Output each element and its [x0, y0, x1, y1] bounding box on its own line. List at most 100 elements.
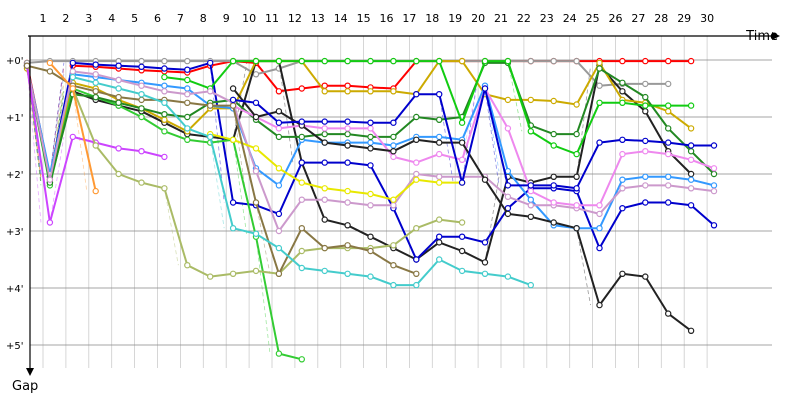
series-point: [321, 185, 328, 192]
series-point: [252, 57, 260, 65]
series-point: [344, 118, 351, 125]
series-point: [527, 196, 535, 203]
series-point: [367, 162, 374, 169]
series-point: [138, 57, 145, 65]
series-point: [46, 68, 54, 75]
lap-tick-label: 15: [357, 12, 371, 25]
series-point: [687, 170, 695, 178]
series-point: [92, 71, 99, 78]
series-point: [161, 128, 168, 135]
series-point: [436, 179, 443, 186]
series-point: [413, 281, 420, 289]
gap-tick-label: +5': [6, 341, 24, 352]
series-point: [275, 227, 283, 235]
series-point: [206, 102, 214, 109]
series-point: [344, 187, 351, 195]
series-point: [710, 142, 718, 149]
series-point: [161, 110, 168, 118]
series-point: [573, 202, 580, 209]
series-point: [46, 176, 54, 183]
gap-tick-label: +3': [6, 227, 24, 238]
series-point: [184, 99, 191, 107]
series-point: [413, 136, 420, 143]
series-point: [344, 159, 351, 166]
series-point: [184, 125, 191, 132]
series-point: [527, 96, 535, 104]
series-point: [436, 133, 443, 141]
series-point: [298, 247, 305, 255]
series-point: [687, 185, 695, 192]
lap-tick-label: 9: [223, 12, 230, 25]
series-point: [367, 190, 374, 198]
series-point: [184, 136, 191, 143]
series-point: [436, 216, 443, 223]
lap-tick-label: 4: [108, 12, 115, 25]
pit-marker: [484, 88, 500, 186]
series-point: [550, 57, 557, 65]
lap-tick-label: 30: [700, 12, 714, 25]
series-point: [184, 262, 191, 269]
pit-marker: [484, 176, 500, 263]
lap-tick-label: 6: [154, 12, 161, 25]
series-point: [115, 85, 122, 92]
lap-tick-label: 11: [265, 12, 279, 25]
series-point: [321, 139, 328, 146]
series-point: [665, 125, 672, 132]
series-point: [687, 147, 695, 155]
gap-tick-label: +0': [6, 56, 24, 67]
lap-tick-label: 22: [517, 12, 531, 25]
series-point: [527, 57, 535, 65]
series-point: [138, 105, 145, 112]
series-point: [390, 133, 397, 141]
series-point: [642, 93, 649, 101]
series-point: [710, 187, 718, 195]
series-point: [596, 244, 603, 252]
series-point: [481, 176, 489, 183]
series-point: [229, 224, 237, 232]
series-point: [458, 267, 466, 275]
series-line: [26, 60, 692, 178]
series-point: [298, 85, 305, 92]
series-point: [413, 170, 420, 178]
series-point: [458, 233, 466, 240]
series-point: [687, 156, 695, 163]
series-point: [458, 247, 466, 255]
series-point: [138, 82, 145, 89]
series-point: [161, 88, 168, 95]
series-point: [458, 139, 466, 146]
series-point: [550, 142, 557, 149]
series-point: [390, 88, 397, 95]
series-point: [138, 147, 145, 155]
series-point: [69, 59, 77, 67]
series-line: [164, 60, 692, 156]
series-point: [436, 173, 443, 180]
series-point: [642, 137, 649, 145]
series-point: [710, 182, 718, 189]
series-4: [23, 59, 718, 263]
lap-tick-label: 28: [654, 12, 668, 25]
series-point: [252, 199, 260, 206]
series-point: [413, 159, 420, 166]
series-point: [321, 196, 328, 203]
series-point: [115, 62, 122, 69]
series-line: [209, 133, 463, 201]
pit-marker: [72, 88, 88, 192]
series-point: [504, 182, 512, 189]
series-point: [687, 142, 695, 149]
lap-tick-label: 5: [131, 12, 138, 25]
series-point: [298, 264, 305, 272]
series-point: [161, 57, 168, 65]
series-point: [275, 350, 283, 357]
series-point: [710, 165, 718, 172]
series-point: [436, 256, 443, 263]
series-point: [642, 199, 649, 206]
series-point: [413, 256, 420, 263]
series-point: [321, 130, 328, 138]
series-point: [321, 57, 328, 65]
series-point: [252, 267, 260, 275]
series-point: [115, 170, 122, 178]
series-point: [367, 139, 374, 146]
series-point: [275, 210, 283, 218]
y-axis-title: Gap: [12, 379, 38, 394]
